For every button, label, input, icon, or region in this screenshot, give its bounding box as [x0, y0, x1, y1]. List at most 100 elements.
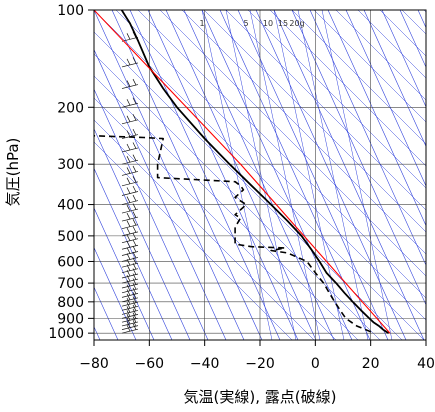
- background-isolines: [94, 10, 426, 340]
- wind-barb: [121, 114, 139, 125]
- mixing-ratio-label: 20g: [289, 19, 304, 28]
- mixing-ratio-labels: 1 5 10 15 20g: [199, 19, 304, 28]
- y-tick-label: 600: [57, 254, 84, 270]
- wind-barb: [121, 78, 139, 89]
- mixing-ratio-label: 1: [199, 19, 204, 28]
- adiabat-line: [94, 88, 209, 340]
- wind-barb: [121, 300, 139, 311]
- mixing-ratio-line: [273, 10, 345, 340]
- wind-barb: [121, 283, 139, 294]
- mixing-ratio-line: [297, 10, 369, 340]
- adiabat-line: [327, 10, 426, 227]
- adiabat-line: [201, 10, 353, 340]
- wind-barb: [121, 185, 139, 196]
- wind-barb: [121, 308, 139, 319]
- wind-barb: [121, 292, 139, 303]
- moist-adiabat-line: [94, 141, 293, 340]
- x-tick-label: −80: [79, 356, 109, 372]
- y-tick-label: 800: [57, 295, 84, 311]
- wind-barb: [121, 203, 139, 214]
- mixing-ratio-label: 15: [278, 19, 288, 28]
- adiabat-line: [237, 10, 389, 340]
- adiabat-line: [291, 10, 426, 306]
- wind-barb: [121, 57, 139, 68]
- adiabat-line: [129, 10, 281, 340]
- moist-adiabat-line: [203, 10, 426, 233]
- wind-barb: [121, 176, 139, 187]
- temperature-line: [120, 10, 390, 334]
- x-tick-label: 40: [417, 356, 435, 372]
- moist-adiabat-line: [94, 10, 425, 340]
- x-axis-ticks: −80 −60 −40 −20 0 20 40: [79, 340, 435, 372]
- dewpoint-line: [94, 135, 372, 333]
- adiabat-line: [255, 10, 407, 340]
- y-tick-label: 300: [57, 157, 84, 173]
- adiabat-line: [94, 167, 173, 340]
- adiabat-line: [219, 10, 371, 340]
- moist-adiabat-line: [94, 53, 381, 340]
- y-tick-label: 700: [57, 276, 84, 292]
- wind-barb: [121, 97, 139, 108]
- moist-adiabat-line: [313, 10, 426, 123]
- adiabat-line: [94, 48, 227, 340]
- sounding-profiles: [94, 10, 391, 334]
- adiabat-line: [381, 10, 426, 108]
- wind-barb: [121, 273, 139, 284]
- adiabat-line: [94, 246, 137, 340]
- moist-adiabat-line: [291, 10, 426, 145]
- moist-adiabat-line: [94, 97, 337, 340]
- wind-barb: [121, 142, 139, 153]
- moist-adiabat-line: [94, 75, 359, 340]
- moist-adiabat-line: [181, 10, 426, 255]
- moist-adiabat-line: [115, 10, 426, 321]
- adiabat-line: [94, 128, 191, 340]
- mixing-ratio-line: [321, 10, 393, 340]
- adiabat-line: [94, 10, 245, 340]
- moist-adiabat-line: [247, 10, 426, 189]
- wind-barb: [121, 165, 139, 176]
- wind-barb: [121, 219, 139, 230]
- wind-barb: [121, 304, 139, 315]
- y-tick-label: 500: [57, 229, 84, 245]
- pressure-temperature-grid: [94, 10, 426, 340]
- adiabat-line: [273, 10, 425, 340]
- x-tick-label: −20: [245, 356, 275, 372]
- adiabat-line: [363, 10, 426, 148]
- mixing-ratio-line: [201, 10, 273, 340]
- mixing-ratio-line: [249, 10, 321, 340]
- mixing-ratio-line: [225, 10, 297, 340]
- moist-adiabat-line: [159, 10, 426, 277]
- wind-barb: [121, 226, 139, 237]
- x-tick-label: −40: [190, 356, 220, 372]
- x-tick-label: 20: [362, 356, 380, 372]
- adiabat-line: [309, 10, 426, 266]
- reference-adiabat-line: [94, 10, 391, 334]
- moist-adiabat-line: [137, 10, 426, 299]
- wind-barb: [121, 316, 139, 327]
- y-tick-label: 100: [57, 3, 84, 19]
- wind-barb: [121, 296, 139, 307]
- x-axis-label: 気温(実線), 露点(破線): [184, 388, 337, 406]
- y-tick-label: 200: [57, 100, 84, 116]
- mixing-ratio-label: 10: [263, 19, 273, 28]
- moist-adiabat-line: [357, 10, 426, 79]
- wind-barb: [121, 211, 139, 222]
- mixing-ratio-label: 5: [243, 19, 248, 28]
- y-axis-label: 気圧(hPa): [4, 138, 22, 207]
- wind-barb: [121, 245, 139, 256]
- y-tick-label: 900: [57, 311, 84, 327]
- moist-adiabat-line: [225, 10, 426, 211]
- adiabat-line: [94, 207, 155, 340]
- wind-barb: [121, 312, 139, 323]
- wind-barb: [121, 233, 139, 244]
- wind-barb: [121, 278, 139, 289]
- wind-barb: [121, 287, 139, 298]
- moist-adiabat-line: [94, 119, 315, 340]
- wind-barb: [121, 154, 139, 165]
- adiabat-line: [345, 10, 426, 187]
- x-tick-label: 0: [311, 356, 320, 372]
- x-tick-label: −60: [135, 356, 165, 372]
- wind-barb: [121, 239, 139, 250]
